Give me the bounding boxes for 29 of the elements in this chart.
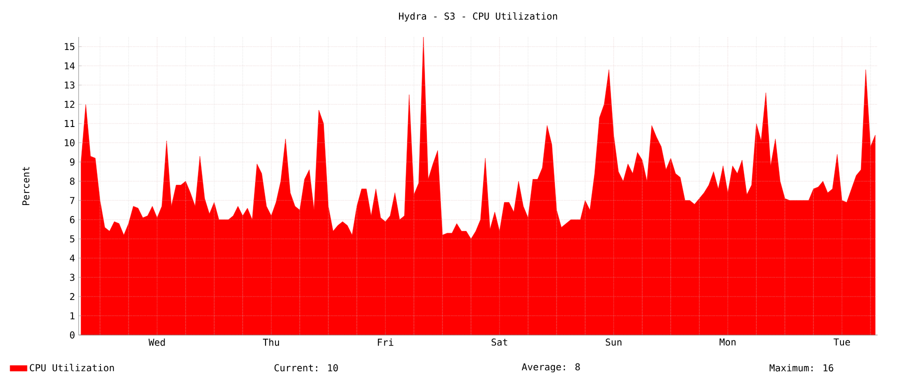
y-tick-label: 12 <box>64 100 74 108</box>
y-tick-label: 0 <box>70 331 74 339</box>
y-tick-label: 1 <box>70 312 74 320</box>
y-tick-label: 8 <box>70 178 75 185</box>
x-tick-label: Fri <box>378 338 394 346</box>
text: Current: 10 <box>274 364 338 372</box>
text: Average: 8 <box>522 363 580 372</box>
y-tick-label: 3 <box>70 274 74 281</box>
y-tick-label: 13 <box>64 81 74 89</box>
y-tick-label: 7 <box>70 196 74 204</box>
y-tick-label: 9 <box>70 158 74 166</box>
y-tick-label: 5 <box>70 235 74 242</box>
x-tick-label: Sat <box>492 338 508 346</box>
legend-label: CPU Utilization <box>30 364 114 372</box>
y-tick-label: 14 <box>64 62 75 70</box>
y-tick-label: 4 <box>70 254 75 262</box>
y-tick-label: 15 <box>64 43 74 50</box>
y-tick-label: 2 <box>70 293 74 300</box>
y-axis-title: Percent <box>22 166 30 206</box>
text: Maximum: 16 <box>770 364 834 372</box>
x-tick-label: Wed <box>148 338 165 346</box>
x-tick-label: Thu <box>262 338 279 346</box>
x-tick-label: Sun <box>606 338 622 346</box>
y-tick-label: 10 <box>64 139 74 146</box>
x-tick-label: Mon <box>720 338 736 346</box>
y-tick-label: 6 <box>70 216 74 224</box>
y-tick-label: 11 <box>64 120 74 127</box>
x-tick-label: Tue <box>834 338 850 346</box>
chart-title: Hydra - S3 - CPU Utilization <box>399 12 558 22</box>
